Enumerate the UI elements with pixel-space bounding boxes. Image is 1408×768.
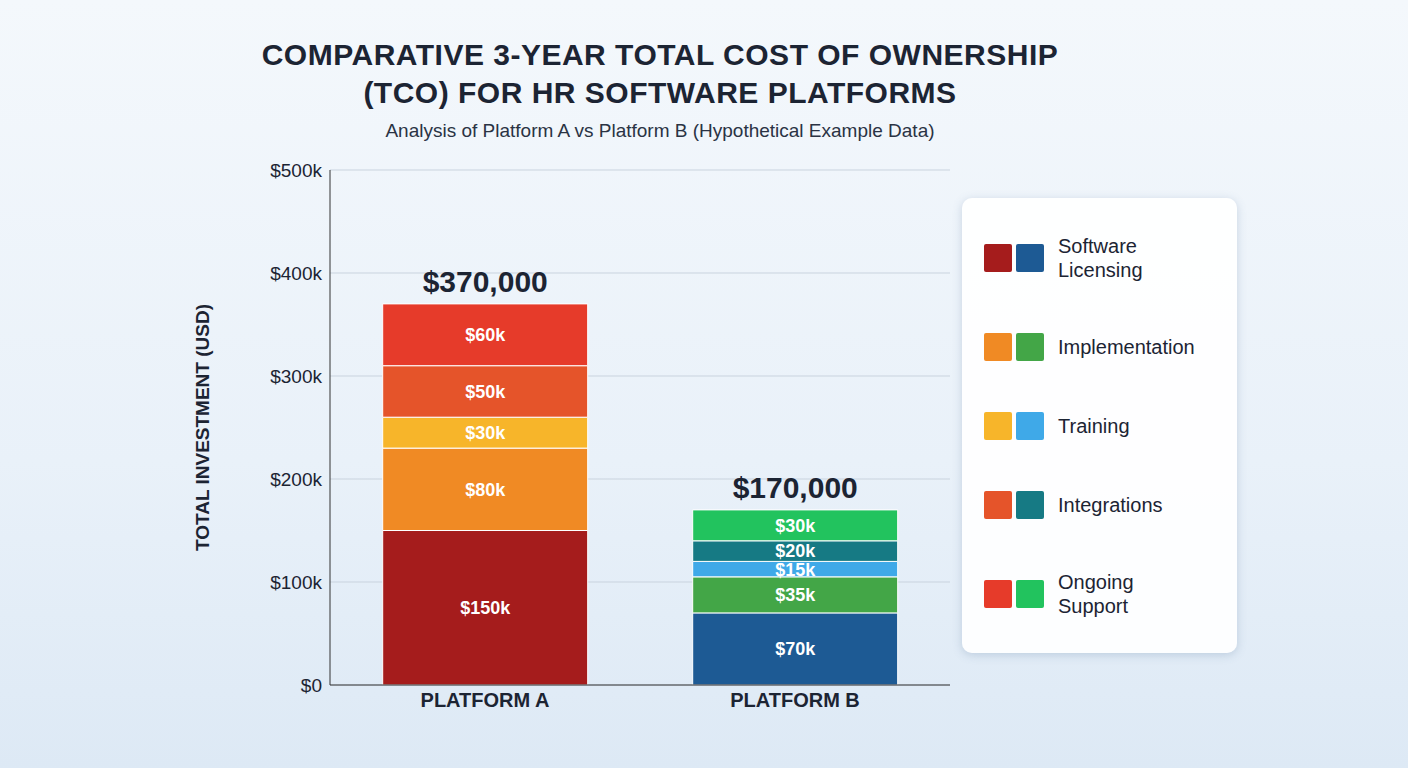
svg-text:$370,000: $370,000 [423,265,548,298]
svg-text:$15k: $15k [775,560,816,580]
svg-text:$60k: $60k [465,325,506,345]
html-text:Analysis of Platform A vs Plat: Analysis of Platform A vs Platform B (Hy… [385,120,935,141]
svg-text:$400k: $400k [270,263,322,284]
svg-text:$150k: $150k [460,598,511,618]
svg-text:$100k: $100k [270,572,322,593]
html-text:Training: Training [1058,414,1130,437]
svg-text:$30k: $30k [775,516,816,536]
html-text:COMPARATIVE 3-YEAR TOTAL COST: COMPARATIVE 3-YEAR TOTAL COST OF OWNERSH… [261,38,1059,109]
html-text:Implementation: Implementation [1058,335,1195,358]
svg-text:$300k: $300k [270,366,322,387]
html-text:Integrations: Integrations [1058,493,1163,516]
svg-text:$500k: $500k [270,160,322,181]
svg-text:$30k: $30k [465,423,506,443]
svg-text:$200k: $200k [270,469,322,490]
svg-text:TOTAL INVESTMENT (USD): TOTAL INVESTMENT (USD) [192,304,213,551]
svg-text:$35k: $35k [775,585,816,605]
svg-text:$170,000: $170,000 [733,471,858,504]
svg-text:$80k: $80k [465,480,506,500]
svg-text:$20k: $20k [775,541,816,561]
svg-text:PLATFORM A: PLATFORM A [421,689,550,711]
svg-text:PLATFORM B: PLATFORM B [730,689,860,711]
html-text:Ongoing Support: Ongoing Support [1058,570,1134,617]
html-text:Software Licensing: Software Licensing [1058,234,1143,281]
svg-text:$0: $0 [301,675,322,696]
svg-text:$50k: $50k [465,382,506,402]
svg-text:$70k: $70k [775,639,816,659]
